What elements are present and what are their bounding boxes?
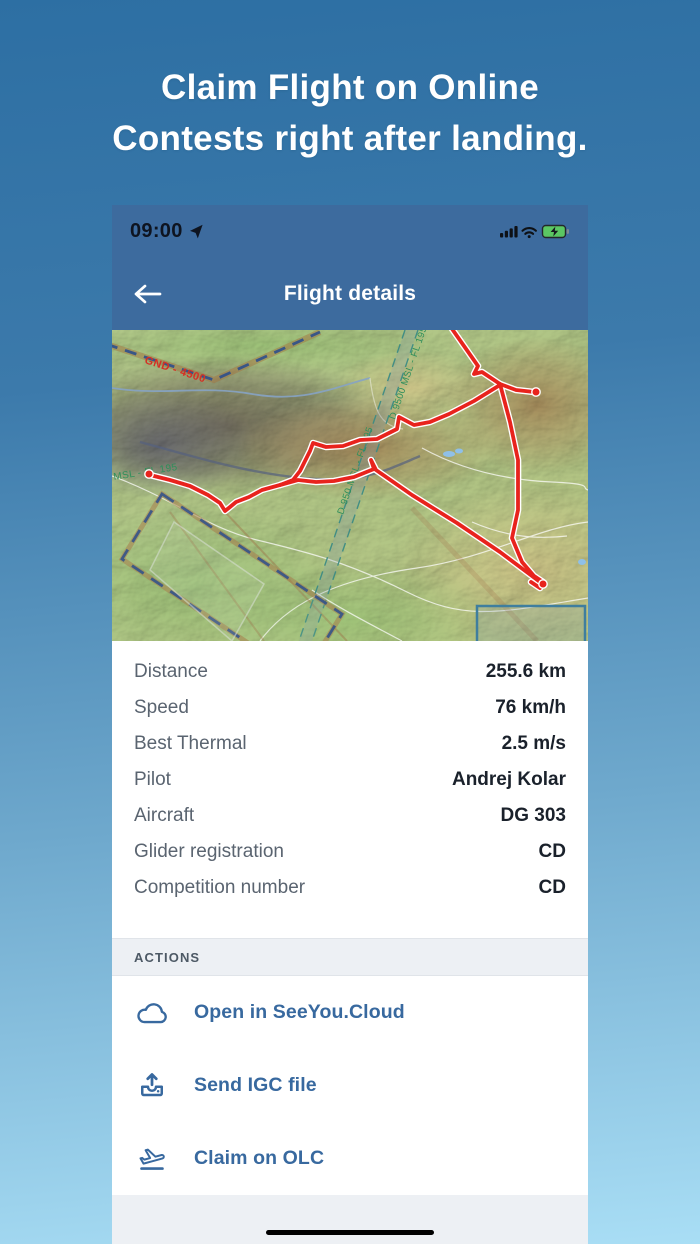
action-label: Send IGC file xyxy=(194,1074,317,1096)
detail-value: CD xyxy=(538,841,566,862)
home-indicator[interactable] xyxy=(266,1230,434,1235)
hero-headline: Claim Flight on Online Contests right af… xyxy=(0,62,700,164)
detail-label: Pilot xyxy=(134,769,171,790)
detail-row-speed: Speed 76 km/h xyxy=(112,690,588,726)
bottom-safe-area xyxy=(112,1195,588,1244)
plane-takeoff-icon xyxy=(134,1145,170,1173)
detail-value: CD xyxy=(538,877,566,898)
back-arrow-icon xyxy=(134,284,162,303)
action-open-in-seeyou-cloud[interactable]: Open in SeeYou.Cloud xyxy=(112,976,588,1049)
detail-row-best-thermal: Best Thermal 2.5 m/s xyxy=(112,726,588,762)
detail-row-distance: Distance 255.6 km xyxy=(112,654,588,690)
upload-icon xyxy=(134,1071,170,1101)
status-time: 09:00 xyxy=(130,219,183,242)
detail-value: 76 km/h xyxy=(495,697,566,718)
actions-section-header: ACTIONS xyxy=(112,938,588,976)
detail-row-competition-number: Competition number CD xyxy=(112,870,588,906)
battery-charging-icon xyxy=(541,224,569,238)
action-claim-on-olc[interactable]: Claim on OLC xyxy=(112,1122,588,1195)
detail-label: Aircraft xyxy=(134,805,195,826)
detail-value: 2.5 m/s xyxy=(501,733,566,754)
detail-value: Andrej Kolar xyxy=(451,769,566,790)
detail-value: DG 303 xyxy=(500,805,566,826)
cloud-icon xyxy=(134,1001,170,1025)
detail-value: 255.6 km xyxy=(485,661,566,682)
action-send-igc-file[interactable]: Send IGC file xyxy=(112,1049,588,1122)
phone-screenshot: 09:00 xyxy=(112,205,588,1244)
detail-label: Speed xyxy=(134,697,189,718)
wifi-icon xyxy=(521,226,537,238)
flight-map-image: GND - 4500 D 9500 MSL - FL 195 D 950 MSL… xyxy=(112,330,588,641)
airspace-corridor xyxy=(298,330,419,641)
hero-headline-line1: Claim Flight on Online xyxy=(161,68,539,107)
lake xyxy=(578,559,586,565)
page-title: Flight details xyxy=(283,281,417,305)
detail-row-aircraft: Aircraft DG 303 xyxy=(112,798,588,834)
nav-bar: Flight details xyxy=(112,257,588,330)
hero-headline-line2: Contests right after landing. xyxy=(112,119,588,158)
back-button[interactable] xyxy=(132,257,162,330)
lake xyxy=(443,451,455,457)
action-label: Claim on OLC xyxy=(194,1147,325,1169)
airspace-diagonals xyxy=(169,492,539,641)
flight-map[interactable]: GND - 4500 D 9500 MSL - FL 195 D 950 MSL… xyxy=(112,330,588,641)
detail-row-glider-registration: Glider registration CD xyxy=(112,834,588,870)
detail-label: Competition number xyxy=(134,877,306,898)
detail-row-pilot: Pilot Andrej Kolar xyxy=(112,762,588,798)
airspace-restricted-border xyxy=(112,330,322,384)
terrain-layer xyxy=(112,330,588,641)
location-arrow-icon xyxy=(189,224,203,238)
actions-header-label: ACTIONS xyxy=(134,949,201,965)
flight-details-list: Distance 255.6 km Speed 76 km/h Best The… xyxy=(112,641,588,906)
airspace-rect-southwest xyxy=(118,490,346,641)
detail-label: Best Thermal xyxy=(134,733,247,754)
lake xyxy=(455,448,463,454)
detail-label: Glider registration xyxy=(134,841,284,862)
action-label: Open in SeeYou.Cloud xyxy=(194,1001,405,1023)
status-bar: 09:00 xyxy=(112,205,588,257)
flight-track xyxy=(144,330,548,592)
status-icons xyxy=(500,224,569,238)
airspace-rect-southeast xyxy=(475,604,587,641)
detail-label: Distance xyxy=(134,661,208,682)
signal-icon xyxy=(500,225,518,237)
river xyxy=(112,377,371,398)
